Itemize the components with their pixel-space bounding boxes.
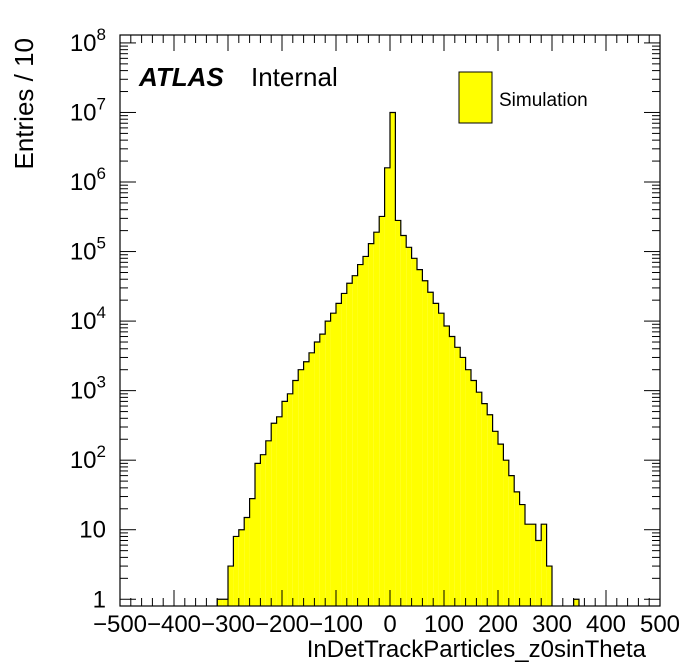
y-tick-label: 106 bbox=[70, 164, 106, 196]
histogram-bar bbox=[400, 235, 407, 606]
histogram-bar bbox=[541, 524, 547, 606]
histogram-bar bbox=[336, 303, 342, 606]
histogram-bar bbox=[325, 321, 331, 606]
histogram-bar bbox=[514, 491, 520, 606]
histogram-bar bbox=[417, 269, 423, 606]
histogram-bar bbox=[454, 347, 461, 606]
histogram-bar bbox=[292, 380, 299, 606]
x-tick-label: 400 bbox=[586, 611, 626, 638]
histogram-bar bbox=[460, 357, 466, 606]
histogram-bar bbox=[357, 264, 363, 606]
x-tick-label: 0 bbox=[383, 611, 396, 638]
y-tick-labels: 1 10 102 103 104 105 106 107 108 bbox=[70, 25, 106, 613]
histogram-bar bbox=[465, 369, 471, 606]
histogram-bar bbox=[228, 566, 234, 606]
histogram-bar bbox=[471, 380, 477, 606]
x-tick-label: 300 bbox=[532, 611, 572, 638]
x-tick-label: −200 bbox=[255, 611, 309, 638]
histogram-bar bbox=[303, 361, 309, 606]
histogram-bar bbox=[238, 529, 245, 606]
y-tick-label: 108 bbox=[70, 25, 106, 57]
histogram-bar bbox=[449, 336, 455, 606]
histogram-bar bbox=[368, 243, 374, 606]
histogram-bar bbox=[492, 431, 498, 606]
histogram-bar bbox=[298, 369, 304, 606]
x-tick-label: −300 bbox=[201, 611, 255, 638]
y-tick-label: 10 bbox=[79, 517, 106, 544]
histogram-bar bbox=[530, 524, 536, 606]
histogram-bar bbox=[503, 460, 509, 606]
x-axis-title: InDetTrackParticles_z0sinTheta bbox=[307, 636, 647, 663]
histogram-bar bbox=[427, 292, 434, 606]
histogram-bar bbox=[265, 440, 272, 606]
histogram-bar bbox=[573, 599, 579, 606]
histogram-bar bbox=[314, 342, 320, 606]
y-tick-label: 107 bbox=[70, 94, 106, 126]
status-label: Internal bbox=[251, 62, 338, 92]
histogram-bar bbox=[287, 393, 293, 606]
x-tick-label: −400 bbox=[147, 611, 201, 638]
histogram-bar bbox=[255, 463, 261, 606]
histogram-bar bbox=[260, 454, 266, 606]
legend-swatch bbox=[458, 71, 493, 124]
y-tick-label: 1 bbox=[93, 586, 106, 613]
histogram-bar bbox=[481, 403, 488, 606]
histogram-bar bbox=[519, 504, 525, 606]
x-tick-label: 500 bbox=[640, 611, 680, 638]
x-tick-label: −500 bbox=[93, 611, 147, 638]
x-tick-label: 200 bbox=[478, 611, 518, 638]
histogram-bar bbox=[546, 566, 552, 606]
histogram-bar bbox=[508, 475, 515, 606]
histogram-bar bbox=[271, 423, 277, 606]
histogram-bar bbox=[498, 444, 504, 606]
histogram-bar bbox=[363, 256, 369, 606]
histogram-bar bbox=[535, 540, 542, 606]
x-tick-label: 100 bbox=[424, 611, 464, 638]
y-tick-label: 105 bbox=[70, 234, 106, 266]
y-axis-title: Entries / 10 bbox=[9, 38, 39, 170]
histogram-bar bbox=[406, 247, 412, 607]
bars-layer bbox=[216, 111, 580, 607]
histogram-bar bbox=[217, 599, 223, 606]
atlas-label: ATLAS bbox=[138, 62, 224, 92]
histogram-bar bbox=[346, 283, 353, 606]
x-tick-labels: −500 −400 −300 −200 −100 0 100 200 300 400 500 bbox=[93, 611, 680, 638]
histogram-bar bbox=[276, 416, 282, 606]
histogram-bar bbox=[395, 220, 401, 606]
histogram-bar bbox=[341, 293, 347, 606]
histogram-bar bbox=[373, 232, 380, 607]
histogram-bar bbox=[319, 334, 326, 606]
histogram-bar bbox=[384, 167, 390, 607]
legend-label: Simulation bbox=[499, 90, 588, 111]
axis-ticks bbox=[119, 35, 661, 606]
histogram-bar bbox=[438, 313, 444, 606]
x-tick-label: −100 bbox=[309, 611, 363, 638]
histogram-bar bbox=[476, 392, 482, 606]
histogram-bar bbox=[244, 517, 250, 606]
histogram-bar bbox=[249, 498, 255, 606]
y-tick-label: 102 bbox=[70, 442, 106, 474]
histogram-bar bbox=[330, 313, 336, 606]
histogram-bar bbox=[379, 216, 385, 607]
y-tick-label: 103 bbox=[70, 373, 106, 405]
histogram-bar bbox=[222, 599, 228, 606]
histogram-bar bbox=[411, 258, 417, 606]
legend: Simulation bbox=[458, 71, 588, 124]
histogram-bar bbox=[433, 303, 439, 606]
histogram-bar bbox=[444, 326, 450, 606]
histogram-bar bbox=[352, 275, 358, 606]
histogram-bar bbox=[233, 536, 239, 606]
histogram-bar bbox=[422, 280, 428, 606]
histogram-bar bbox=[309, 352, 315, 606]
plot-frame bbox=[119, 34, 661, 607]
histogram-bar bbox=[282, 401, 288, 606]
y-tick-label: 104 bbox=[70, 303, 106, 335]
histogram-bar bbox=[525, 524, 531, 606]
histogram-bar bbox=[487, 414, 493, 606]
histogram-bar bbox=[390, 112, 396, 606]
